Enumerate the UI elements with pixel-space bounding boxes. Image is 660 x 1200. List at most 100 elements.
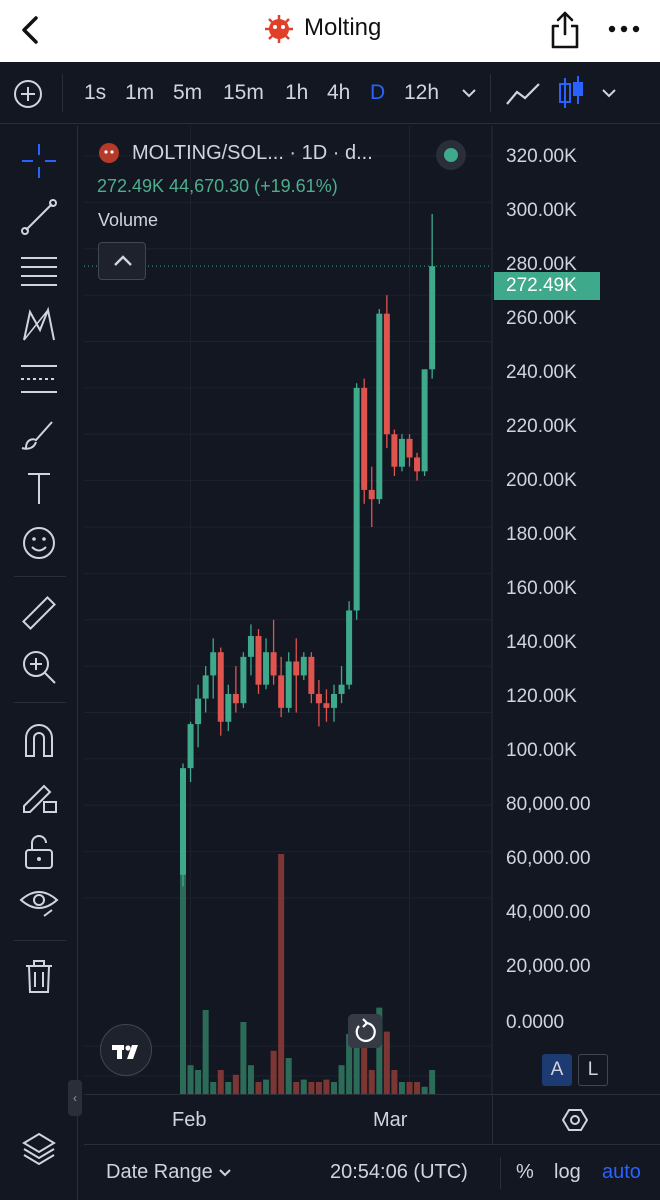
eye-icon[interactable] xyxy=(18,882,60,924)
candle-body xyxy=(232,693,239,704)
bottom-bar: Date Range 20:54:06 (UTC) % log auto xyxy=(84,1144,660,1200)
candle-body xyxy=(195,698,202,725)
tf-15m[interactable]: 15m xyxy=(223,81,264,104)
more-horizontal-icon[interactable] xyxy=(604,14,644,44)
auto-scale-toggle[interactable]: auto xyxy=(602,1161,641,1183)
volume-bar xyxy=(361,1031,368,1094)
layers-icon[interactable] xyxy=(20,1130,58,1168)
toolbar-collapse-handle[interactable]: ‹ xyxy=(68,1080,82,1116)
top-bar: Molting xyxy=(0,0,660,62)
tradingview-logo[interactable] xyxy=(100,1024,152,1076)
volume-bar xyxy=(195,1070,202,1094)
ruler-icon[interactable] xyxy=(18,592,60,634)
projection-icon[interactable] xyxy=(18,358,60,400)
live-status-indicator xyxy=(436,140,466,170)
volume-bar xyxy=(300,1079,307,1094)
settings-icon[interactable] xyxy=(562,1107,588,1133)
symbol-legend[interactable]: MOLTING/SOL... · 1D · d... xyxy=(132,142,373,164)
volume-legend[interactable]: Volume xyxy=(98,210,159,230)
candle-body xyxy=(361,387,368,490)
candle-body xyxy=(414,457,421,472)
chart-pane[interactable]: MOLTING/SOL... · 1D · d... 272.49K 44,67… xyxy=(84,126,660,1094)
brush-icon[interactable] xyxy=(18,414,60,456)
volume-bar xyxy=(180,873,186,1094)
zoom-in-icon[interactable] xyxy=(18,646,60,688)
utc-clock[interactable]: 20:54:06 (UTC) xyxy=(330,1161,468,1183)
tf-4h[interactable]: 4h xyxy=(327,81,351,104)
crosshair-icon[interactable] xyxy=(18,140,60,182)
price-axis-label: 320.00K xyxy=(506,146,577,167)
reset-chart-button[interactable] xyxy=(348,1014,382,1048)
log-scale-button[interactable]: L xyxy=(578,1054,608,1086)
candlestick-chart[interactable] xyxy=(84,126,660,1094)
candle-body xyxy=(278,675,285,708)
price-axis-label: 280.00K xyxy=(506,254,577,275)
lock-drawing-icon[interactable] xyxy=(18,774,60,816)
candlestick-icon[interactable] xyxy=(556,74,586,112)
molting-logo-icon xyxy=(265,15,293,43)
price-axis-label: 20,000.00 xyxy=(506,956,591,977)
tf-1h[interactable]: 1h xyxy=(285,81,309,104)
price-axis-label: 40,000.00 xyxy=(506,902,591,923)
candle-body xyxy=(331,693,337,708)
timeframe-dropdown-icon[interactable] xyxy=(460,86,478,100)
timeframe-bar: 1s 1m 5m 15m 1h 4h D 12h xyxy=(0,62,660,124)
candle-body xyxy=(240,656,247,704)
price-axis-label: 240.00K xyxy=(506,362,577,383)
app-title: Molting xyxy=(304,14,382,41)
share-icon[interactable] xyxy=(548,10,582,50)
emoji-icon[interactable] xyxy=(18,522,60,564)
price-axis-label: 220.00K xyxy=(506,416,577,437)
trend-line-icon[interactable] xyxy=(18,196,60,238)
auto-scale-button[interactable]: A xyxy=(542,1054,572,1086)
volume-bar xyxy=(383,1031,390,1094)
tf-5m[interactable]: 5m xyxy=(173,81,203,104)
chevron-up-icon xyxy=(114,255,132,266)
tf-1m[interactable]: 1m xyxy=(125,81,155,104)
volume-bar xyxy=(247,1065,254,1094)
candle-body xyxy=(346,610,353,685)
candle-body xyxy=(285,661,292,708)
collapse-legend-button[interactable] xyxy=(98,242,146,280)
unlock-icon[interactable] xyxy=(18,830,60,872)
candle-body xyxy=(353,387,360,611)
chart-type-dropdown-icon[interactable] xyxy=(600,86,618,100)
tradingview-logo-icon xyxy=(112,1045,138,1059)
candle-body xyxy=(300,656,307,676)
trash-icon[interactable] xyxy=(18,956,60,998)
volume-bar xyxy=(331,1082,337,1094)
volume-bar xyxy=(429,1070,436,1094)
horizontal-lines-icon[interactable] xyxy=(18,250,60,292)
text-tool-icon[interactable] xyxy=(18,468,60,510)
current-price-tag: 272.49K xyxy=(494,272,600,300)
tf-12h[interactable]: 12h xyxy=(404,81,440,104)
pattern-icon[interactable] xyxy=(18,304,60,346)
candle-body xyxy=(247,635,254,657)
volume-bar xyxy=(210,1082,217,1094)
volume-bar xyxy=(293,1082,300,1094)
volume-bar xyxy=(217,1070,224,1094)
volume-bar xyxy=(278,854,285,1094)
log-scale-toggle[interactable]: log xyxy=(554,1161,581,1183)
date-range-button[interactable]: Date Range xyxy=(106,1161,232,1184)
volume-bar xyxy=(406,1082,413,1094)
volume-bar xyxy=(391,1070,398,1094)
candle-body xyxy=(338,684,345,694)
candle-body xyxy=(368,489,375,500)
price-axis-label: 260.00K xyxy=(506,308,577,329)
candle-body xyxy=(391,434,398,467)
percent-scale-button[interactable]: % xyxy=(516,1161,534,1183)
tf-d[interactable]: D xyxy=(370,81,386,104)
tf-1s[interactable]: 1s xyxy=(84,81,107,104)
time-axis[interactable]: Feb Mar xyxy=(84,1094,660,1145)
chevron-left-icon[interactable] xyxy=(14,12,50,48)
volume-bar xyxy=(240,1022,247,1094)
price-axis-label: 60,000.00 xyxy=(506,848,591,869)
add-indicator-icon[interactable] xyxy=(12,78,44,110)
line-chart-icon[interactable] xyxy=(505,78,543,110)
candle-body xyxy=(202,675,209,699)
candle-body xyxy=(421,369,428,472)
volume-bar xyxy=(255,1082,262,1094)
candle-body xyxy=(263,652,270,685)
magnet-icon[interactable] xyxy=(18,720,60,762)
